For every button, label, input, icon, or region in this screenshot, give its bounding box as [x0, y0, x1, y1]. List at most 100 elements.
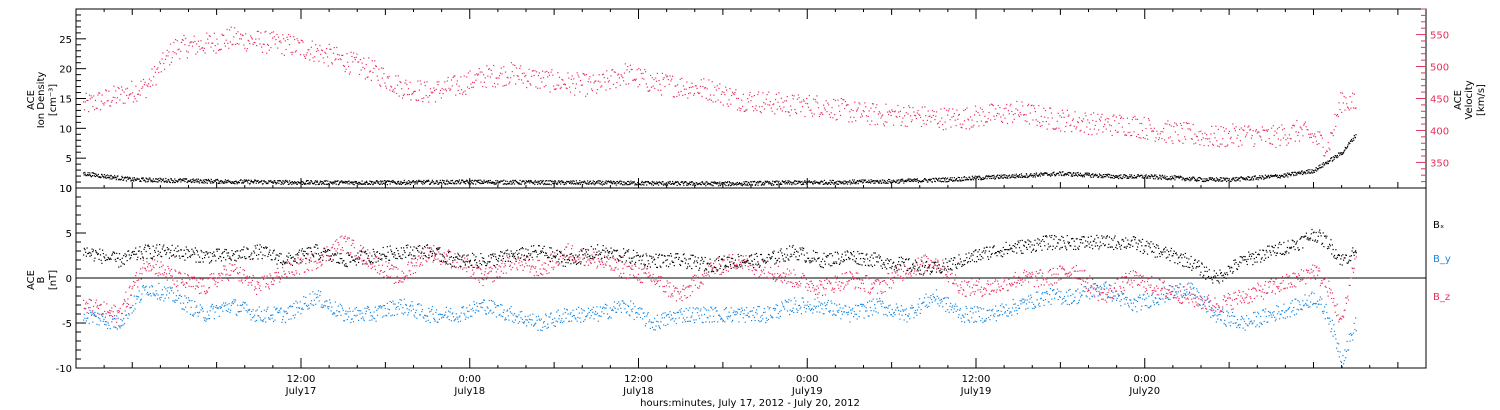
- density-point: [1071, 175, 1074, 177]
- velocity-point: [515, 83, 517, 85]
- by-point: [303, 296, 305, 298]
- velocity-point: [820, 112, 822, 114]
- velocity-point: [1210, 133, 1212, 135]
- density-point: [588, 183, 590, 185]
- by-point: [315, 297, 317, 299]
- velocity-point: [765, 98, 767, 100]
- velocity-point: [736, 109, 739, 111]
- density-point: [394, 181, 396, 183]
- velocity-point: [120, 93, 122, 95]
- density-point: [772, 180, 774, 182]
- velocity-point: [376, 75, 378, 77]
- density-point: [182, 179, 184, 182]
- density-point: [401, 181, 403, 184]
- by-point: [178, 297, 180, 299]
- by-point: [794, 303, 796, 305]
- density-point: [933, 178, 935, 180]
- velocity-point: [1054, 128, 1056, 130]
- by-point: [576, 320, 578, 322]
- by-point: [559, 321, 561, 324]
- velocity-point: [915, 115, 917, 117]
- by-point: [581, 312, 583, 314]
- by-point: [306, 305, 308, 307]
- velocity-point: [1040, 115, 1042, 117]
- by-point: [427, 319, 429, 321]
- density-point: [573, 183, 575, 185]
- by-point: [125, 314, 128, 316]
- density-point: [666, 183, 668, 185]
- density-point: [1065, 174, 1067, 176]
- velocity-point: [547, 72, 550, 74]
- by-point: [254, 320, 256, 322]
- density-point: [1290, 175, 1292, 177]
- by-point: [764, 311, 766, 313]
- density-point: [801, 180, 803, 183]
- velocity-point: [1031, 104, 1033, 106]
- by-point: [857, 305, 860, 307]
- velocity-point: [238, 43, 240, 45]
- velocity-point: [1207, 145, 1209, 147]
- velocity-point: [500, 67, 502, 69]
- density-point: [805, 183, 807, 185]
- velocity-point: [1204, 132, 1206, 134]
- by-point: [758, 306, 760, 308]
- density-point: [139, 180, 141, 182]
- velocity-point: [869, 124, 871, 126]
- density-point: [1270, 174, 1272, 176]
- by-point: [529, 314, 531, 316]
- velocity-point: [219, 49, 221, 51]
- by-point: [196, 311, 199, 314]
- density-point: [1334, 156, 1336, 159]
- density-point: [111, 178, 113, 180]
- velocity-point: [123, 91, 125, 93]
- by-point: [396, 313, 398, 315]
- by-point: [84, 317, 86, 319]
- density-point: [586, 183, 588, 185]
- velocity-point: [354, 59, 356, 61]
- velocity-point: [1067, 115, 1069, 117]
- by-point: [289, 305, 291, 307]
- density-point: [704, 182, 706, 184]
- velocity-point: [451, 85, 453, 87]
- density-point: [651, 184, 653, 186]
- by-point: [104, 323, 106, 325]
- velocity-point: [1348, 109, 1350, 111]
- by-point: [696, 312, 699, 314]
- by-point: [580, 321, 582, 323]
- by-point: [746, 307, 748, 309]
- velocity-point: [1014, 113, 1016, 115]
- density-point: [173, 181, 175, 184]
- by-point: [315, 303, 317, 305]
- velocity-point: [180, 41, 183, 43]
- density-point: [1017, 176, 1020, 178]
- density-point: [105, 175, 107, 177]
- density-point: [120, 178, 122, 180]
- by-point: [516, 316, 519, 318]
- velocity-point: [659, 83, 661, 85]
- by-point: [567, 313, 569, 315]
- density-point: [862, 181, 864, 183]
- density-point: [1098, 173, 1101, 175]
- density-point: [233, 181, 235, 183]
- velocity-point: [1212, 143, 1214, 145]
- by-point: [585, 315, 587, 317]
- velocity-point: [702, 85, 704, 88]
- velocity-point: [472, 86, 474, 88]
- by-point: [249, 308, 251, 311]
- velocity-point: [89, 98, 91, 100]
- velocity-point: [1328, 147, 1330, 149]
- by-point: [208, 314, 210, 316]
- by-point: [719, 315, 721, 317]
- by-point: [292, 314, 294, 317]
- density-point: [123, 179, 125, 181]
- density-point: [495, 183, 498, 185]
- velocity-point: [388, 75, 390, 77]
- by-point: [312, 291, 314, 293]
- by-point: [478, 303, 481, 305]
- density-point: [1325, 161, 1327, 163]
- by-point: [311, 304, 313, 306]
- density-point: [508, 183, 510, 185]
- density-point: [202, 181, 204, 183]
- density-point: [742, 183, 744, 186]
- density-point: [405, 183, 407, 185]
